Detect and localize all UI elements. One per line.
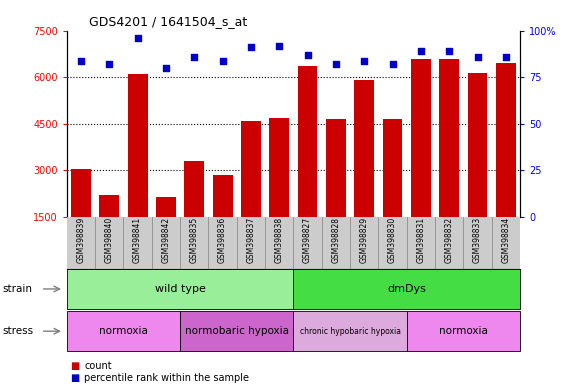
Point — [360, 58, 369, 64]
Text: ■: ■ — [70, 373, 79, 383]
Bar — [354, 80, 374, 217]
Point — [388, 61, 397, 67]
Bar — [241, 121, 261, 217]
Text: stress: stress — [3, 326, 34, 336]
Text: normoxia: normoxia — [439, 326, 488, 336]
Bar — [326, 119, 346, 217]
Point — [218, 58, 227, 64]
Text: strain: strain — [3, 284, 33, 294]
Text: count: count — [84, 361, 112, 371]
Bar — [99, 195, 119, 217]
Text: percentile rank within the sample: percentile rank within the sample — [84, 373, 249, 383]
Point — [331, 61, 340, 67]
Point — [133, 35, 142, 41]
Text: chronic hypobaric hypoxia: chronic hypobaric hypoxia — [300, 327, 400, 336]
Text: wild type: wild type — [155, 284, 206, 294]
Point — [246, 45, 256, 51]
Text: GDS4201 / 1641504_s_at: GDS4201 / 1641504_s_at — [89, 15, 248, 28]
Point — [444, 48, 454, 54]
Bar — [439, 59, 459, 217]
Bar — [270, 118, 289, 217]
Bar — [411, 59, 431, 217]
Bar — [184, 161, 204, 217]
Bar — [496, 63, 516, 217]
Bar — [213, 175, 232, 217]
Point — [416, 48, 425, 54]
Point — [162, 65, 171, 71]
Bar — [468, 73, 487, 217]
Text: dmDys: dmDys — [388, 284, 426, 294]
Bar — [156, 197, 176, 217]
Bar — [383, 119, 403, 217]
Point — [105, 61, 114, 67]
Point — [473, 54, 482, 60]
Point — [501, 54, 511, 60]
Bar — [71, 169, 91, 217]
Point — [189, 54, 199, 60]
Point — [76, 58, 85, 64]
Text: normobaric hypoxia: normobaric hypoxia — [185, 326, 289, 336]
Text: normoxia: normoxia — [99, 326, 148, 336]
Point — [303, 52, 312, 58]
Point — [275, 43, 284, 49]
Text: ■: ■ — [70, 361, 79, 371]
Bar — [297, 66, 317, 217]
Bar — [128, 74, 148, 217]
